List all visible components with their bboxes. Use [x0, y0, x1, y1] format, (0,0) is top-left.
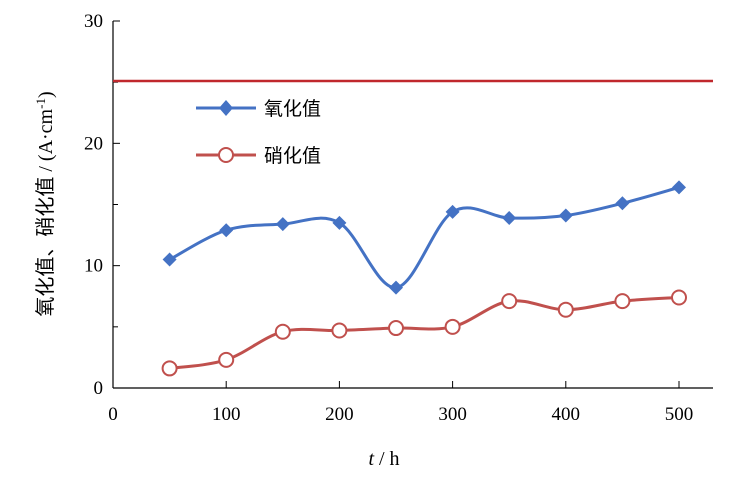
- series-line-1: [169, 295, 680, 370]
- data-point-circle: [274, 323, 291, 340]
- data-point-diamond: [219, 223, 234, 238]
- legend: 氧化值 硝化值: [196, 98, 321, 167]
- x-tick-label: 500: [665, 404, 694, 425]
- data-point-circle: [388, 320, 404, 337]
- y-tick-label: 30: [84, 11, 103, 32]
- y-ticks: 0 10 20 30: [84, 11, 120, 399]
- data-point-diamond: [389, 280, 403, 295]
- data-point-circle: [557, 301, 574, 318]
- data-point-diamond: [162, 252, 177, 267]
- data-point-diamond: [275, 217, 290, 232]
- data-point-diamond: [502, 210, 517, 225]
- y-axis-title: 氧化值、硝化值 / (A·cm-1): [33, 91, 58, 316]
- series-line-0: [168, 185, 680, 290]
- data-point-circle: [161, 360, 178, 377]
- legend-label-nitration: 硝化值: [264, 145, 321, 167]
- data-point-diamond: [445, 204, 460, 219]
- legend-label-oxidation: 氧化值: [264, 98, 321, 120]
- data-point-diamond: [615, 196, 630, 211]
- y-tick-label: 0: [94, 378, 104, 399]
- x-tick-label: 100: [212, 404, 241, 425]
- y-tick-label: 10: [84, 256, 103, 277]
- data-point-diamond: [558, 208, 573, 223]
- y-tick-label: 20: [84, 133, 103, 154]
- legend-marker-oxidation: [219, 100, 233, 116]
- data-point-circle: [331, 322, 348, 339]
- x-axis-title: t / h: [368, 448, 399, 470]
- data-point-diamond: [332, 215, 347, 230]
- legend-marker-nitration: [218, 147, 234, 163]
- x-ticks: 0 100 200 300 400 500: [108, 381, 693, 425]
- data-point-circle: [444, 318, 461, 335]
- data-point-circle: [218, 351, 235, 368]
- x-tick-label: 0: [108, 404, 118, 425]
- x-tick-label: 300: [438, 404, 467, 425]
- x-tick-label: 200: [325, 404, 354, 425]
- data-point-diamond: [672, 180, 686, 195]
- data-point-circle: [501, 293, 518, 310]
- series-layer: [161, 180, 687, 377]
- data-point-circle: [671, 289, 687, 306]
- x-tick-label: 400: [552, 404, 581, 425]
- data-point-circle: [614, 293, 631, 310]
